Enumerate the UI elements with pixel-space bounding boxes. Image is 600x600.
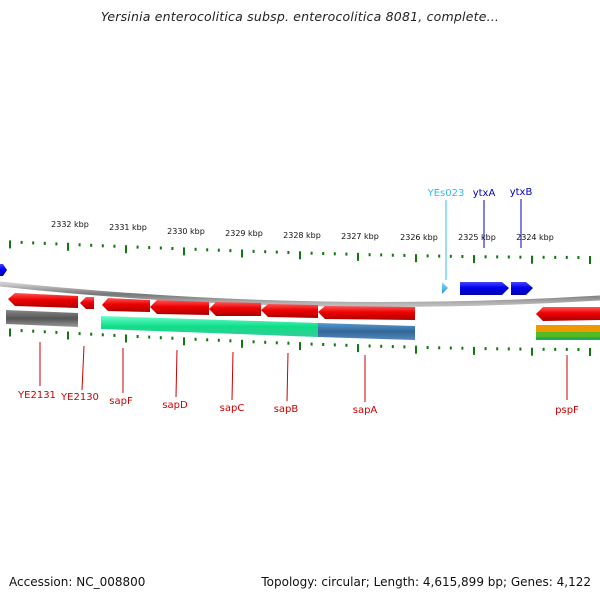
forward-genes <box>0 264 533 295</box>
scale-label: 2327 kbp <box>341 232 379 241</box>
gene-arrow-sapc[interactable] <box>209 302 261 316</box>
gene-arrow-ye2130[interactable] <box>80 297 94 309</box>
feature-label-sapd[interactable]: sapD <box>162 400 188 411</box>
gene-arrow-ytxb[interactable] <box>511 282 533 295</box>
scale-labels: 2332 kbp 2331 kbp 2330 kbp 2329 kbp 2328… <box>51 220 554 242</box>
map-title: Yersinia enterocolitica subsp. enterocol… <box>100 9 500 24</box>
forward-feature-labels: YEs023 ytxA ytxB <box>427 187 533 280</box>
scale-label: 2329 kbp <box>225 229 263 238</box>
feature-leader-sapc <box>231 351 234 401</box>
gene-arrow-ytxa[interactable] <box>460 282 509 295</box>
gene-arrow-forward-edge[interactable] <box>0 264 7 276</box>
gene-arrow-sapd[interactable] <box>150 300 209 315</box>
scale-label: 2325 kbp <box>458 233 496 242</box>
gene-arrow-yes023[interactable] <box>442 282 448 294</box>
feature-label-ye2131[interactable]: YE2131 <box>17 390 56 401</box>
scale-label: 2330 kbp <box>167 227 205 236</box>
feature-leader-sapd <box>175 349 178 398</box>
domain-bar-green-thin[interactable] <box>536 337 600 340</box>
gene-arrow-sapa[interactable] <box>318 306 415 320</box>
feature-label-ye2130[interactable]: YE2130 <box>60 392 99 403</box>
feature-leader-sapb <box>286 352 289 402</box>
scale-label: 2331 kbp <box>109 223 147 232</box>
feature-label-pspf[interactable]: pspF <box>555 405 579 416</box>
gene-arrow-pspf[interactable] <box>536 307 600 321</box>
domain-bar-orange[interactable] <box>536 325 600 332</box>
pseudogene-bar[interactable] <box>6 310 78 327</box>
feature-label-sapb[interactable]: sapB <box>274 404 299 415</box>
feature-label-ytxb[interactable]: ytxB <box>510 187 533 198</box>
reverse-genes <box>8 293 600 321</box>
feature-label-yes023[interactable]: YEs023 <box>427 188 465 199</box>
upper-tick-track <box>9 240 591 264</box>
gene-arrow-sapb[interactable] <box>261 304 318 318</box>
feature-leader-ye2130 <box>81 345 85 391</box>
accession-label: Accession: NC_008800 <box>9 575 146 589</box>
gene-arrow-sapf[interactable] <box>102 298 150 312</box>
scale-label: 2328 kbp <box>283 231 321 240</box>
domain-bar-lime[interactable] <box>536 332 600 339</box>
feature-label-sapa[interactable]: sapA <box>353 405 378 416</box>
feature-label-sapf[interactable]: sapF <box>109 396 133 407</box>
scale-label: 2324 kbp <box>516 233 554 242</box>
scale-label: 2332 kbp <box>51 220 89 229</box>
feature-label-sapc[interactable]: sapC <box>220 403 245 414</box>
genome-backbone <box>0 281 600 307</box>
genome-summary: Topology: circular; Length: 4,615,899 bp… <box>261 575 591 589</box>
feature-label-ytxa[interactable]: ytxA <box>473 188 496 199</box>
domain-bar-green[interactable] <box>101 316 318 337</box>
lower-tick-track <box>9 328 591 356</box>
gene-arrow-ye2131[interactable] <box>8 293 78 308</box>
domain-track <box>6 310 600 340</box>
scale-label: 2326 kbp <box>400 233 438 242</box>
domain-bar-steel[interactable] <box>318 323 415 340</box>
reverse-feature-labels: YE2131 YE2130 sapF sapD sapC sapB sapA p… <box>17 342 579 416</box>
